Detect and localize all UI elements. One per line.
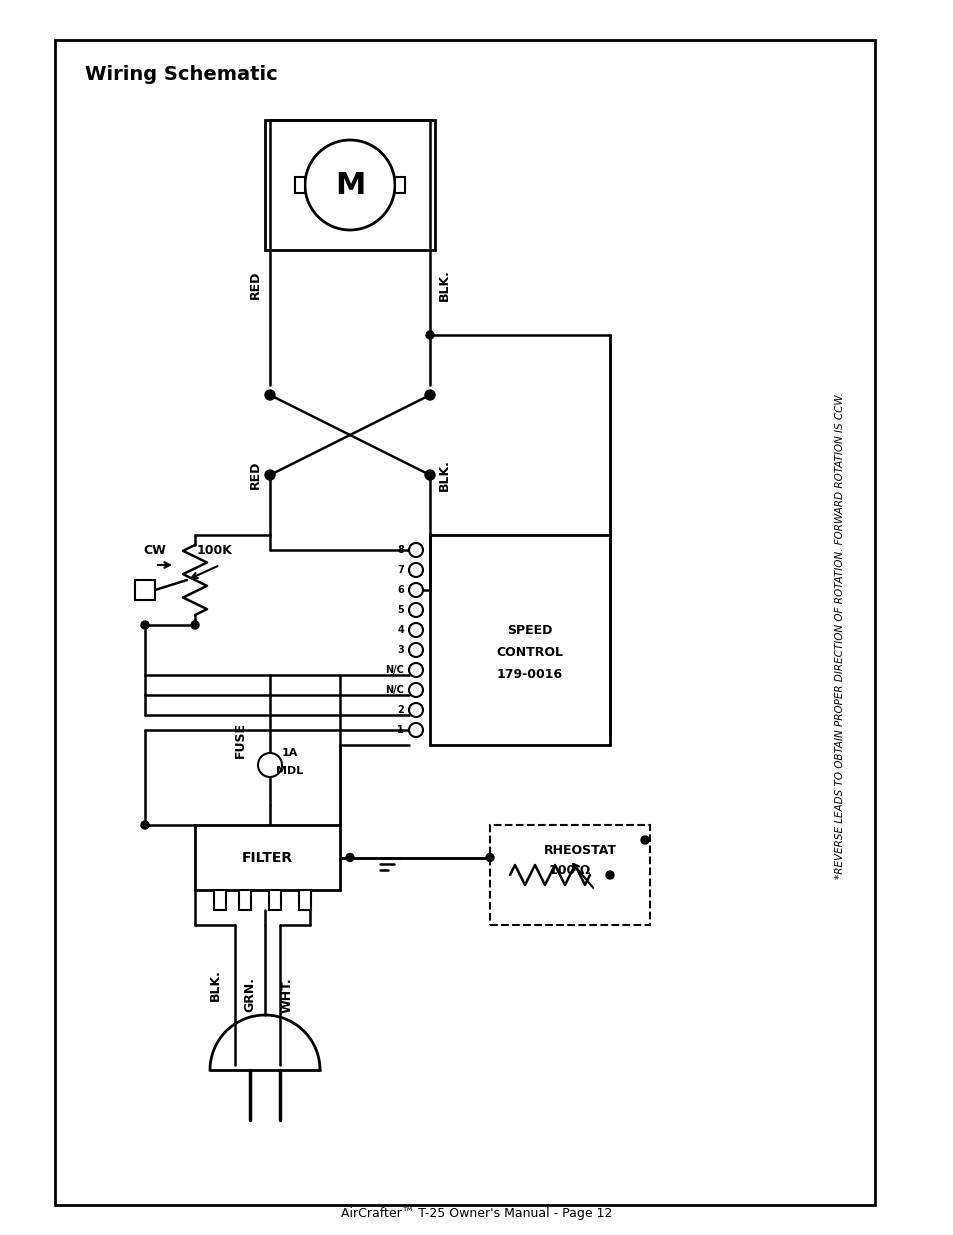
Bar <box>135 580 154 600</box>
Text: FUSE: FUSE <box>233 722 246 758</box>
Circle shape <box>409 722 422 737</box>
Text: 1A: 1A <box>281 748 298 758</box>
Text: N/C: N/C <box>385 664 403 676</box>
Circle shape <box>409 563 422 577</box>
Circle shape <box>141 821 149 829</box>
Circle shape <box>141 621 149 629</box>
Text: 1: 1 <box>396 725 403 735</box>
Text: N/C: N/C <box>385 685 403 695</box>
Circle shape <box>409 622 422 637</box>
Text: SPEED: SPEED <box>507 624 552 636</box>
Text: 7: 7 <box>396 564 403 576</box>
Text: BLK.: BLK. <box>437 459 451 492</box>
Text: WHT.: WHT. <box>280 977 294 1013</box>
Circle shape <box>426 331 434 338</box>
Text: 179-0016: 179-0016 <box>497 667 562 680</box>
Circle shape <box>409 543 422 557</box>
Bar <box>395 177 405 193</box>
Text: FILTER: FILTER <box>242 851 293 864</box>
Bar <box>194 825 339 890</box>
Bar <box>490 825 649 925</box>
Circle shape <box>265 471 274 480</box>
Text: 4: 4 <box>396 625 403 635</box>
Text: 100 Ω: 100 Ω <box>549 863 590 877</box>
Circle shape <box>346 853 354 862</box>
Bar <box>213 890 226 910</box>
Text: CW: CW <box>143 543 166 557</box>
Circle shape <box>640 836 648 844</box>
Text: AirCrafter™ T-25 Owner's Manual - Page 12: AirCrafter™ T-25 Owner's Manual - Page 1… <box>341 1207 612 1220</box>
Text: RED: RED <box>249 270 262 299</box>
Circle shape <box>409 703 422 718</box>
Text: M: M <box>335 170 365 200</box>
Circle shape <box>424 471 435 480</box>
Bar <box>239 890 251 910</box>
Text: *REVERSE LEADS TO OBTAIN PROPER DIRECTION OF ROTATION. FORWARD ROTATION IS CCW.: *REVERSE LEADS TO OBTAIN PROPER DIRECTIO… <box>834 391 844 878</box>
Text: RED: RED <box>249 461 262 489</box>
Text: 2: 2 <box>396 705 403 715</box>
Bar <box>298 890 311 910</box>
Bar <box>430 535 609 745</box>
Text: 3: 3 <box>396 645 403 655</box>
Bar <box>55 40 874 1205</box>
Circle shape <box>409 663 422 677</box>
Text: 5: 5 <box>396 605 403 615</box>
Text: RHEOSTAT: RHEOSTAT <box>543 844 616 857</box>
Bar <box>269 890 281 910</box>
Circle shape <box>485 853 494 862</box>
Circle shape <box>305 140 395 230</box>
Text: 8: 8 <box>396 545 403 555</box>
Text: BLK.: BLK. <box>437 269 451 301</box>
Bar <box>294 177 305 193</box>
Text: MDL: MDL <box>276 766 303 776</box>
Circle shape <box>409 643 422 657</box>
Circle shape <box>191 621 199 629</box>
Text: Wiring Schematic: Wiring Schematic <box>85 65 277 84</box>
Text: BLK.: BLK. <box>209 969 221 1000</box>
Text: 6: 6 <box>396 585 403 595</box>
Text: 100K: 100K <box>197 543 233 557</box>
Circle shape <box>409 603 422 618</box>
Bar <box>265 120 435 249</box>
Text: CONTROL: CONTROL <box>496 646 563 658</box>
Circle shape <box>265 390 274 400</box>
Circle shape <box>424 390 435 400</box>
Circle shape <box>257 753 282 777</box>
Text: GRN.: GRN. <box>243 977 256 1013</box>
Circle shape <box>605 871 614 879</box>
Circle shape <box>409 583 422 597</box>
Circle shape <box>409 683 422 697</box>
